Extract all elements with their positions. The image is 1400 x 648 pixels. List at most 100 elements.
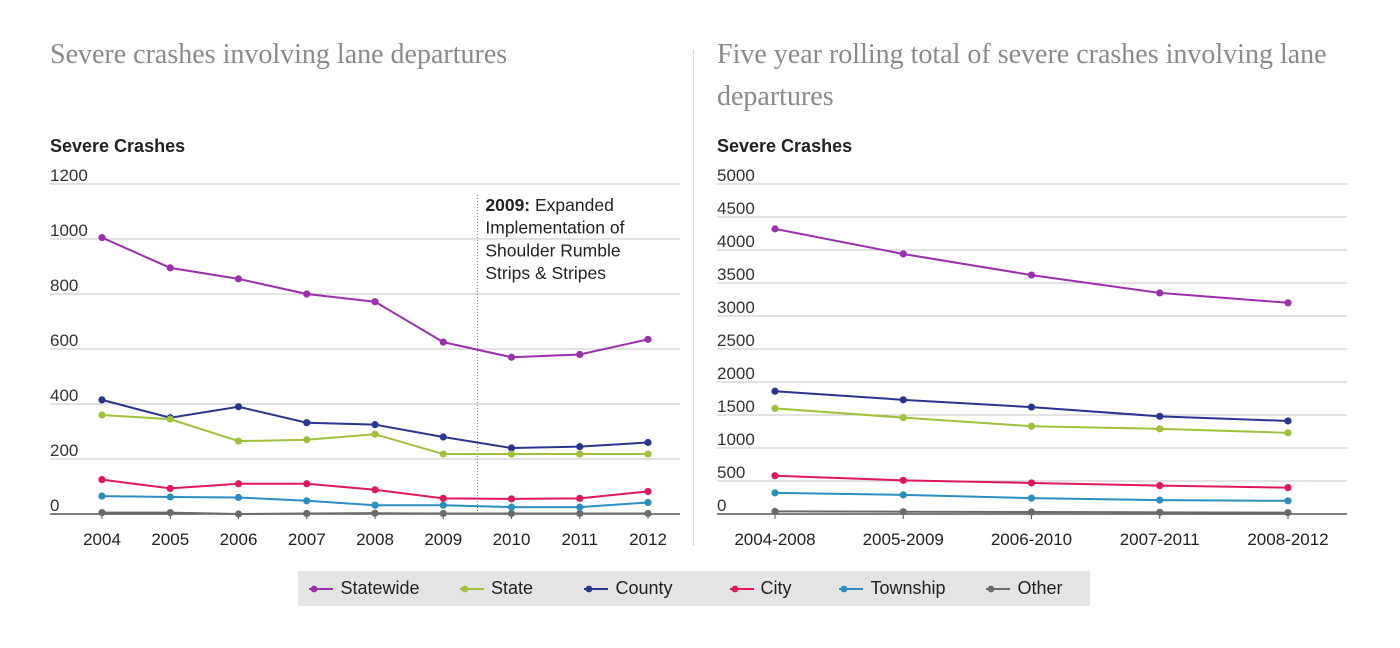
y-tick-label: 2500 xyxy=(717,331,755,350)
data-point-county xyxy=(371,421,379,429)
data-point-other xyxy=(166,509,174,517)
data-point-township xyxy=(644,498,652,507)
series-state xyxy=(98,411,652,458)
data-point-township xyxy=(1027,494,1036,502)
legend-swatch-township xyxy=(839,585,864,592)
series-statewide xyxy=(98,234,652,361)
data-point-other xyxy=(899,508,907,516)
y-tick-label: 3000 xyxy=(717,298,755,317)
legend-swatch-city xyxy=(729,585,754,592)
data-point-township xyxy=(166,493,174,501)
data-point-state xyxy=(1284,429,1292,437)
series-city xyxy=(771,472,1292,492)
data-point-state xyxy=(507,450,516,458)
chart-legend: Statewide State County City Township Other xyxy=(298,571,1090,606)
legend-swatch-dot xyxy=(311,585,318,592)
x-tick-label: 2007 xyxy=(288,530,326,549)
y-tick-label: 1000 xyxy=(50,221,88,240)
x-tick-label: 2009 xyxy=(424,530,462,549)
annotation-bold: 2009: xyxy=(485,195,530,215)
data-point-statewide xyxy=(899,250,907,258)
data-point-state xyxy=(166,415,174,423)
data-point-county xyxy=(507,444,516,452)
y-tick-label: 200 xyxy=(50,441,78,460)
data-point-other xyxy=(1156,508,1164,516)
x-tick-label: 2006-2010 xyxy=(991,530,1072,549)
chart-divider xyxy=(693,50,694,545)
data-point-county xyxy=(1027,403,1036,411)
data-point-other xyxy=(371,509,379,517)
legend-item-county: County xyxy=(562,578,694,599)
y-tick-label: 4500 xyxy=(717,199,755,218)
data-point-city xyxy=(303,480,311,488)
y-tick-label: 400 xyxy=(50,386,78,405)
legend-label: Township xyxy=(870,578,946,598)
data-point-city xyxy=(371,486,379,494)
data-point-other xyxy=(1284,509,1292,517)
series-line-statewide xyxy=(774,227,1289,304)
data-point-statewide xyxy=(371,298,379,306)
data-point-county xyxy=(1284,417,1292,425)
data-point-statewide xyxy=(1156,289,1164,297)
data-point-statewide xyxy=(1284,299,1292,307)
data-point-state xyxy=(576,450,584,458)
legend-label: State xyxy=(490,578,534,598)
data-point-state xyxy=(644,450,652,458)
left-line-chart: Severe Crashes 0 200 400 600 800 1000 1200 2004 2… xyxy=(50,136,680,549)
data-point-state xyxy=(439,450,447,458)
legend-swatch-state xyxy=(459,585,484,592)
y-tick-label: 3500 xyxy=(717,265,755,284)
data-point-township xyxy=(371,501,379,509)
y-tick-label: 500 xyxy=(717,463,745,482)
series-state xyxy=(771,404,1292,437)
data-point-city xyxy=(166,484,174,493)
data-point-city xyxy=(1156,482,1164,490)
x-tick-label: 2004-2008 xyxy=(734,530,815,549)
data-point-statewide xyxy=(234,275,243,283)
data-point-other xyxy=(576,509,584,518)
x-tick-label: 2008-2012 xyxy=(1247,530,1328,549)
annotation-text: 2009: Expanded Implementation ofShoulder … xyxy=(485,195,624,283)
data-point-county xyxy=(303,419,311,427)
legend-label: City xyxy=(760,578,792,598)
legend-swatch-dot xyxy=(731,585,738,592)
y-tick-label: 5000 xyxy=(717,166,755,185)
legend-label: County xyxy=(615,578,673,598)
y-axis-title: Severe Crashes xyxy=(717,136,852,156)
x-tick-label: 2005-2009 xyxy=(863,530,944,549)
data-point-state xyxy=(371,430,379,438)
data-point-city xyxy=(644,487,652,496)
legend-swatch-dot xyxy=(841,585,848,592)
data-point-other xyxy=(439,509,447,518)
data-point-statewide xyxy=(166,264,174,272)
data-point-township xyxy=(771,489,779,497)
data-point-statewide xyxy=(576,350,584,359)
x-tick-label: 2004 xyxy=(83,530,121,549)
data-point-statewide xyxy=(98,234,106,242)
annotation-line-text: Implementation of xyxy=(485,218,624,238)
x-tick-label: 2010 xyxy=(493,530,531,549)
left-chart-title: Severe crashes involving lane departures xyxy=(50,39,508,70)
y-tick-label: 1200 xyxy=(50,166,88,185)
data-point-township xyxy=(899,491,907,499)
y-tick-label: 4000 xyxy=(717,232,755,251)
legend-swatch-dot xyxy=(461,585,469,592)
right-chart-title: Five year rolling total of severe crashe… xyxy=(717,39,1327,112)
data-point-township xyxy=(303,497,311,505)
y-tick-label: 0 xyxy=(717,496,726,515)
data-point-county xyxy=(771,387,779,395)
annotation-line-text: 2009: Expanded xyxy=(485,195,613,215)
data-point-city xyxy=(98,476,106,484)
y-tick-label: 600 xyxy=(50,331,78,350)
data-point-county xyxy=(899,396,907,404)
legend-item-city: City xyxy=(694,578,826,599)
data-point-other xyxy=(507,509,516,518)
legend-item-state: State xyxy=(430,578,562,599)
annotation-line-text: Shoulder Rumble xyxy=(485,240,620,260)
data-point-state xyxy=(1027,422,1036,430)
data-point-state xyxy=(303,436,311,444)
data-point-other xyxy=(644,509,652,518)
data-point-county xyxy=(576,443,584,451)
data-point-county xyxy=(439,433,447,441)
y-tick-label: 1000 xyxy=(717,430,755,449)
